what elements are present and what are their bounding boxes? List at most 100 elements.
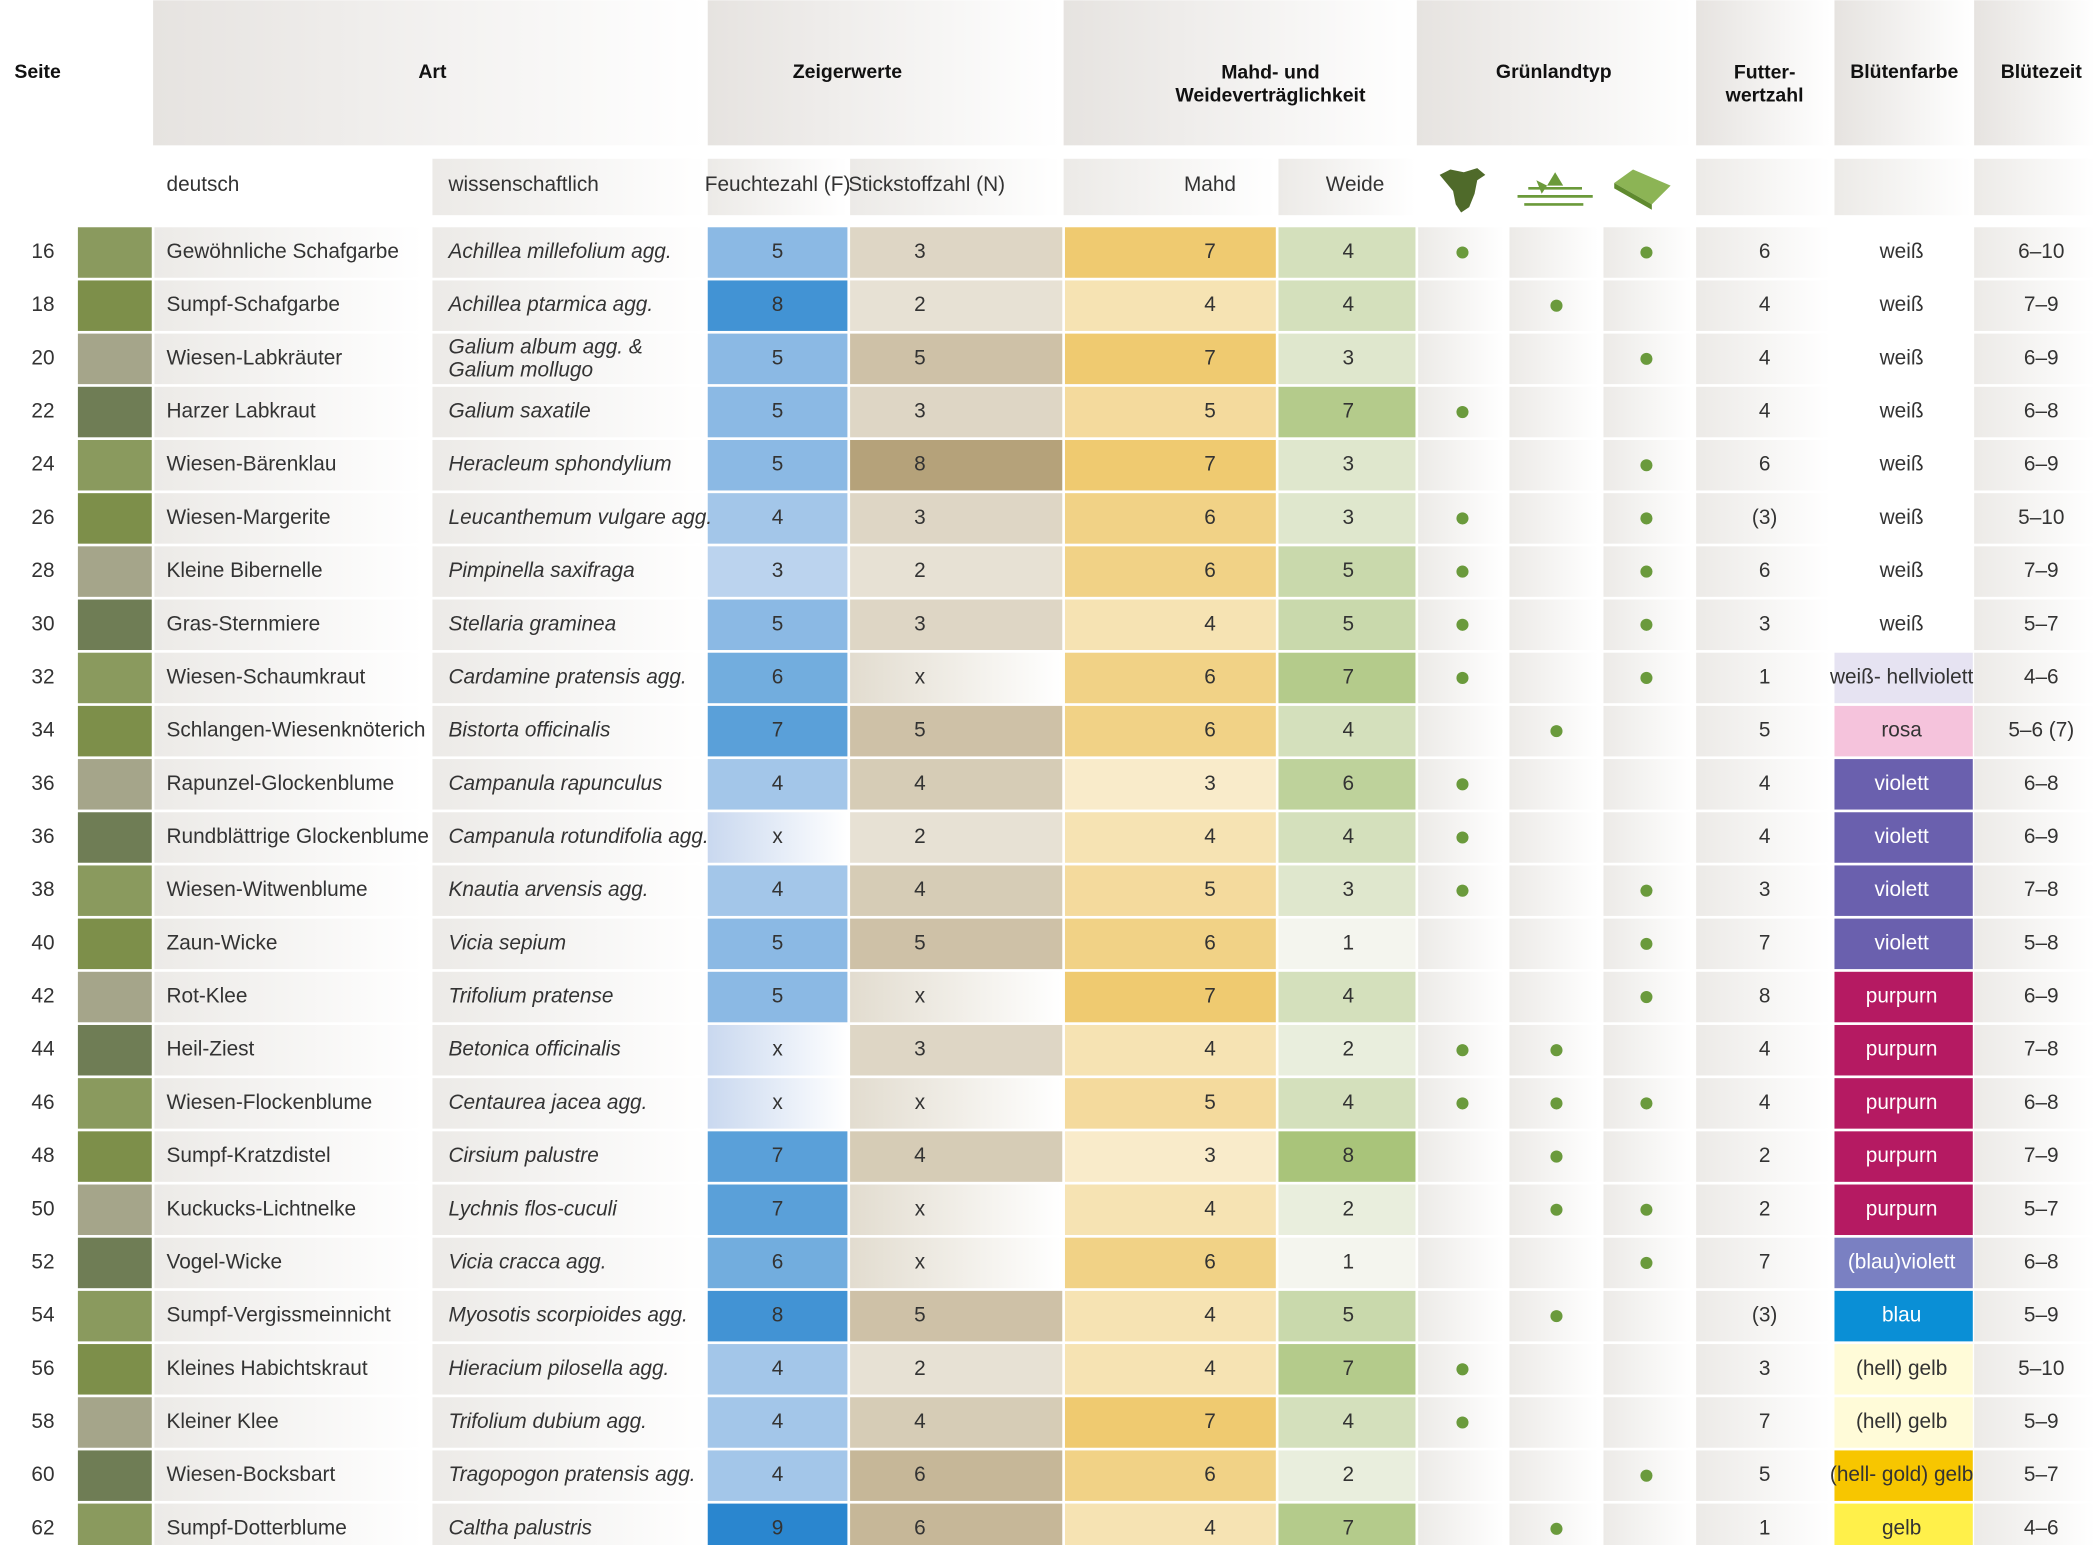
seite: 58 [31,1410,54,1433]
seite: 18 [31,293,54,316]
cell-bg [1509,600,1598,650]
cell-bg [1603,1131,1692,1181]
header-seite: Seite [14,61,61,83]
cell-bg [1509,1238,1598,1288]
subheader-bg [1974,159,2095,215]
deutsch: Kleines Habichtskraut [167,1357,368,1380]
seite: 62 [31,1516,54,1539]
seite: 56 [31,1357,54,1380]
photo [78,227,152,277]
weide-value: 6 [1343,772,1355,795]
photo [78,600,152,650]
photo [78,919,152,969]
mahd-cell [1065,493,1276,543]
futter: 6 [1759,240,1771,263]
header-icons [1440,168,1671,212]
type-dot [1456,1097,1468,1109]
seite: 42 [31,985,54,1008]
type-dot [1550,1044,1562,1056]
f-value: 8 [772,1304,784,1327]
mahd-value: 7 [1204,346,1216,369]
mahd-value: 6 [1204,506,1216,529]
type-dot [1640,938,1652,950]
cell-bg [1418,1504,1504,1545]
deutsch: Sumpf-Dotterblume [167,1516,347,1539]
type-dot [1456,1363,1468,1375]
mahd-cell [1065,653,1276,703]
futter: 4 [1759,1038,1771,1061]
f-value: 5 [772,240,784,263]
deutsch: Vogel-Wicke [167,1250,283,1273]
wiss: Campanula rotundifolia agg. [449,825,709,848]
type-dot [1640,991,1652,1003]
futter: 4 [1759,772,1771,795]
cell-bg [1603,387,1692,437]
bluetenfarbe: weiß [1879,346,1924,369]
weide-value: 4 [1343,719,1355,742]
bluetenfarbe: purpurn [1866,985,1938,1008]
bluetezeit: 6–8 [2024,1250,2059,1273]
futter: 4 [1759,1091,1771,1114]
type-dot [1640,1204,1652,1216]
cell-bg [1418,972,1504,1022]
n-cell [850,1344,1062,1394]
mahd-value: 4 [1204,612,1216,635]
mahd-value: 6 [1204,1463,1216,1486]
mahd-value: 5 [1204,400,1216,423]
deutsch: Sumpf-Schafgarbe [167,293,340,316]
seite: 36 [31,772,54,795]
n-cell [850,493,1062,543]
cell-bg [1603,812,1692,862]
bluetenfarbe: weiß [1879,400,1924,423]
weide-value: 7 [1343,1357,1355,1380]
bluetenfarbe: weiß [1879,506,1924,529]
wiss: Tragopogon pratensis agg. [449,1463,696,1486]
photo [78,334,152,384]
sub-deutsch: deutsch [167,173,240,196]
bluetenfarbe: purpurn [1866,1144,1938,1167]
type-dot [1456,566,1468,578]
photo [78,440,152,490]
n-value: 5 [914,1304,926,1327]
cell-bg [1509,759,1598,809]
wiss: Galium saxatile [449,400,591,423]
cell-bg [1603,1291,1692,1341]
photo [78,1344,152,1394]
weide-value: 4 [1343,825,1355,848]
photo [78,280,152,330]
photo [78,759,152,809]
f-value: 7 [772,719,784,742]
n-cell [850,1131,1062,1181]
mahd-cell [1065,812,1276,862]
deutsch: Wiesen-Bocksbart [167,1463,336,1486]
mahd-cell [1065,1504,1276,1545]
cell-bg [1418,1185,1504,1235]
n-value: 6 [914,1516,926,1539]
photo [78,865,152,915]
cell-bg [1418,280,1504,330]
mahd-cell [1065,1344,1276,1394]
seite: 30 [31,612,54,635]
wiss: Lychnis flos-cuculi [449,1197,619,1220]
seite: 26 [31,506,54,529]
bluetezeit: 7–9 [2024,559,2059,582]
type-dot [1640,459,1652,471]
mahd-cell [1065,440,1276,490]
sub-wiss: wissenschaftlich [448,173,599,196]
deutsch: Harzer Labkraut [167,400,316,423]
deutsch: Schlangen-Wiesenknöterich [167,719,426,742]
cell-bg [1509,812,1598,862]
futter: 7 [1759,1250,1771,1273]
cell-bg [1418,1291,1504,1341]
cell-bg [1509,972,1598,1022]
n-cell [850,865,1062,915]
weide-value: 4 [1343,1091,1355,1114]
bluetezeit: 5–7 [2024,612,2059,635]
seite: 34 [31,719,54,742]
f-value: 4 [772,1357,784,1380]
bluetenfarbe: gelb [1882,1516,1921,1539]
weide-value: 7 [1343,665,1355,688]
bluetezeit: 5–10 [2018,506,2064,529]
page: SeiteArtZeigerwerteMahd- undWeideverträg… [0,0,2095,1545]
header-bluetenfarbe: Blütenfarbe [1850,61,1958,83]
